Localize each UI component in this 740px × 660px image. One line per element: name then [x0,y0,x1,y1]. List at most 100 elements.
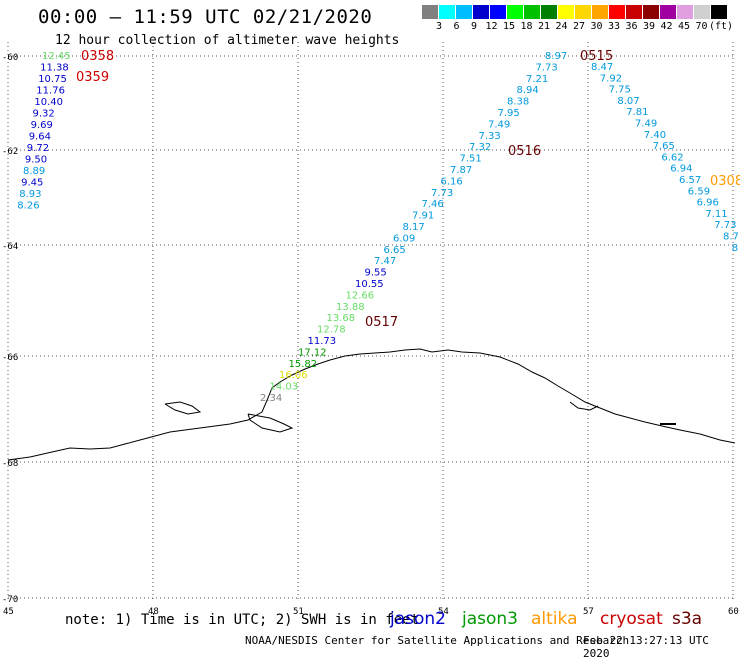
colorbar-swatch [609,5,625,19]
latitude-tick-label: -66 [2,353,18,363]
colorbar-swatch [422,5,438,19]
wave-height-value-ascending: 6.16 [441,176,463,187]
wave-height-value-west: 8.26 [17,201,39,212]
pass-time-label: 0516 [508,144,541,159]
wave-height-value-west: 9.45 [21,178,43,189]
wave-height-value-ascending: 7.46 [422,199,444,210]
pass-time-label: 0359 [76,70,109,85]
units-note: note: 1) Time is in UTC; 2) SWH is in fe… [65,612,420,628]
satellite-legend-item: jason2 [390,609,446,629]
latitude-tick-label: -68 [2,459,18,469]
wave-height-value-descending: 7.49 [635,119,657,130]
coastline-island [164,401,202,415]
wave-height-value-ascending: 7.51 [460,154,482,165]
map-subtitle: 12 hour collection of altimeter wave hei… [55,33,400,48]
latitude-tick-label: -64 [2,242,18,252]
pass-time-label: 0308 [710,174,740,189]
wave-height-value-west: 9.64 [29,132,51,143]
colorbar-swatch [660,5,676,19]
wave-height-value-ascending: 8.94 [517,85,539,96]
wave-height-value-ascending: 6.09 [393,233,415,244]
colorbar-label: 36 [625,21,638,32]
wave-height-value-ascending: 14.03 [270,382,299,393]
wave-height-value-ascending: 7.87 [450,165,472,176]
latitude-tick-label: -70 [2,595,18,605]
longitude-tick-label: 54 [438,607,449,617]
wave-height-value-ascending: 12.66 [346,290,375,301]
wave-height-value-descending: 7.92 [600,73,622,84]
wave-height-value-west: 9.32 [33,109,55,120]
colorbar-label: 12 [485,21,498,32]
wave-height-value-descending: 6.59 [688,186,710,197]
wave-height-value-descending: 8.07 [617,96,639,107]
wave-height-value-ascending: 8.97 [545,51,567,62]
colorbar-swatch [490,5,506,19]
colorbar-swatch [456,5,472,19]
satellite-legend-item: altika [531,609,578,629]
colorbar-swatch [626,5,642,19]
wave-height-value-descending: 6.62 [661,152,683,163]
wave-height-value-ascending: 17.12 [298,347,327,358]
colorbar-label: 15 [502,21,516,32]
wave-height-value-ascending: 13.68 [327,313,356,324]
wave-height-value-west: 11.76 [36,86,65,97]
wave-height-value-west: 8.93 [19,189,41,200]
wave-height-value-west: 9.50 [25,155,47,166]
wave-height-value-ascending: 7.32 [469,142,491,153]
wave-height-value-ascending: 7.95 [498,108,520,119]
longitude-tick-label: 51 [293,607,304,617]
wave-height-value-west: 9.72 [27,143,49,154]
colorbar-label: 27 [572,21,586,32]
colorbar-label: 42 [660,21,673,32]
wave-height-value-descending: 7.11 [705,209,727,220]
antarctic-coastline [7,348,736,461]
colorbar-swatch [711,5,727,19]
colorbar-label: 18 [520,21,533,32]
wave-height-value-descending: 8.7 [723,232,739,243]
map-title: 00:00 – 11:59 UTC 02/21/2020 [38,6,373,28]
axis-tick-labels: -60 -62 -64 -66 -68 -70 45 48 51 54 57 60 [2,53,739,617]
wave-height-value-west: 11.38 [40,63,69,74]
longitude-tick-label: 45 [3,607,14,617]
wave-height-value-ascending: 12.78 [317,325,346,336]
colorbar-label: 24 [555,21,568,32]
colorbar-label: 70 [695,21,708,32]
generated-time: Feb 22 13:27:13 UTC 2020 [583,634,709,660]
wave-height-value-ascending: 15.82 [289,359,318,370]
wave-height-value-descending: 6.94 [670,164,692,175]
colorbar-swatch [592,5,608,19]
longitude-tick-label: 60 [728,607,739,617]
pass-time-label: 0358 [81,49,114,64]
wave-height-value-ascending: 7.21 [526,74,548,85]
wave-height-value-west: 10.40 [34,97,63,108]
wave-height-value-ascending: 7.33 [479,131,501,142]
wave-height-value-ascending: 10.55 [355,279,384,290]
wave-height-value-descending: 7.75 [609,85,631,96]
colorbar-label: (ft) [709,21,734,32]
colorbar-label: 45 [677,21,691,32]
coastline-main [7,348,736,461]
colorbar-swatch [507,5,523,19]
colorbar-label: 6 [453,21,460,32]
wave-height-value-west: 10.75 [38,74,67,85]
wave-height-value-ascending: 7.47 [374,256,396,267]
coastline-bay [247,413,294,433]
wave-height-value-descending: 7.65 [653,141,675,152]
lat-lon-grid [7,42,735,600]
wave-height-value-ascending: 11.73 [308,336,337,347]
wave-height-value-descending: 8 [732,243,738,254]
colorbar-swatch [575,5,591,19]
satellite-legend-item: s3a [672,609,703,629]
pass-time-labels: 0358 0359 0515 0516 0517 0308 [76,49,740,330]
longitude-tick-label: 48 [148,607,159,617]
wave-height-value-ascending: 7.73 [431,188,453,199]
latitude-tick-label: -62 [2,147,18,157]
colorbar-swatch [694,5,710,19]
colorbar-swatch [524,5,540,19]
colorbar-swatch [558,5,574,19]
satellite-legend-item: jason3 [462,609,518,629]
wave-height-value-descending: 7.73 [714,220,736,231]
colorbar-label: 39 [642,21,656,32]
wave-height-value-descending: 8.47 [591,62,613,73]
